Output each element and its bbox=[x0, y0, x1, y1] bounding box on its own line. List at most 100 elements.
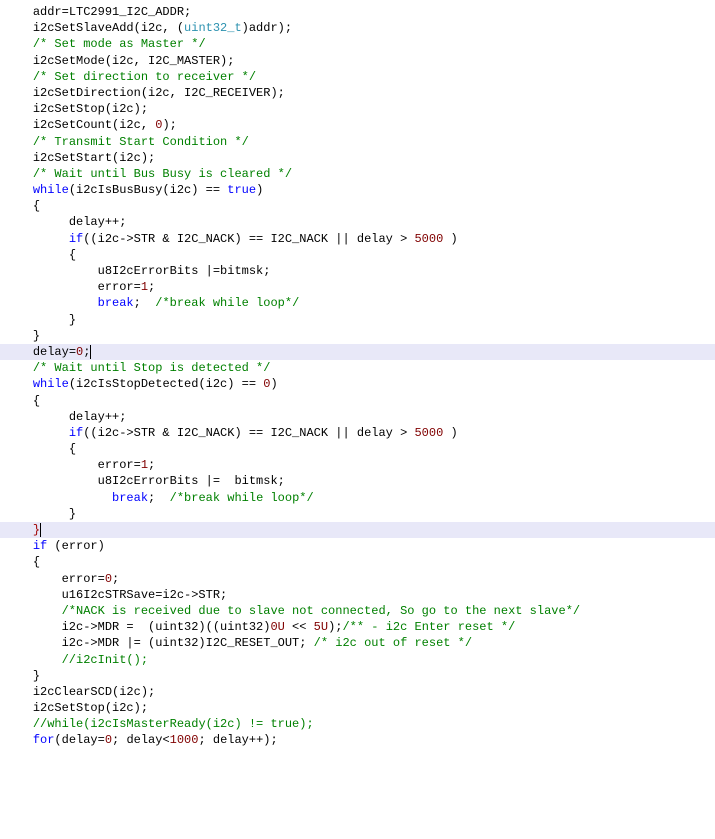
code-editor[interactable]: addr=LTC2991_I2C_ADDR; i2cSetSlaveAdd(i2… bbox=[0, 4, 715, 749]
token-plain: ) bbox=[443, 232, 457, 246]
token-kw: while bbox=[33, 377, 69, 391]
token-num: 1000 bbox=[170, 733, 199, 747]
code-line[interactable]: { bbox=[0, 554, 715, 570]
token-plain: ; bbox=[148, 280, 155, 294]
code-line[interactable]: i2c->MDR |= (uint32)I2C_RESET_OUT; /* i2… bbox=[0, 635, 715, 651]
token-kw: if bbox=[33, 539, 47, 553]
token-plain: ); bbox=[162, 118, 176, 132]
code-line[interactable]: error=1; bbox=[0, 457, 715, 473]
code-line[interactable]: { bbox=[0, 198, 715, 214]
code-line[interactable]: addr=LTC2991_I2C_ADDR; bbox=[0, 4, 715, 20]
code-line[interactable]: while(i2cIsStopDetected(i2c) == 0) bbox=[0, 376, 715, 392]
token-plain: u16I2cSTRSave=i2c->STR; bbox=[62, 588, 228, 602]
token-plain: ); bbox=[328, 620, 342, 634]
code-line[interactable]: error=1; bbox=[0, 279, 715, 295]
token-plain: << bbox=[285, 620, 314, 634]
code-line[interactable]: error=0; bbox=[0, 571, 715, 587]
token-kw: while bbox=[33, 183, 69, 197]
code-line[interactable]: u8I2cErrorBits |=bitmsk; bbox=[0, 263, 715, 279]
code-line[interactable]: u16I2cSTRSave=i2c->STR; bbox=[0, 587, 715, 603]
token-plain: addr=LTC2991_I2C_ADDR; bbox=[33, 5, 191, 19]
token-plain: error= bbox=[98, 280, 141, 294]
code-line[interactable]: while(i2cIsBusBusy(i2c) == true) bbox=[0, 182, 715, 198]
token-plain: { bbox=[33, 394, 40, 408]
token-comment: /** - i2c Enter reset */ bbox=[342, 620, 515, 634]
token-plain: } bbox=[33, 669, 40, 683]
code-line[interactable]: /*NACK is received due to slave not conn… bbox=[0, 603, 715, 619]
token-plain: delay++; bbox=[69, 410, 127, 424]
token-red: } bbox=[33, 523, 40, 537]
code-line[interactable]: //while(i2cIsMasterReady(i2c) != true); bbox=[0, 716, 715, 732]
token-comment: /*break while loop*/ bbox=[170, 491, 314, 505]
code-line[interactable]: //i2cInit(); bbox=[0, 652, 715, 668]
code-line[interactable]: } bbox=[0, 522, 715, 538]
token-plain: { bbox=[69, 442, 76, 456]
code-line[interactable]: if (error) bbox=[0, 538, 715, 554]
code-line[interactable]: i2cSetSlaveAdd(i2c, (uint32_t)addr); bbox=[0, 20, 715, 36]
code-line[interactable]: { bbox=[0, 441, 715, 457]
token-kw: true bbox=[227, 183, 256, 197]
token-plain: error= bbox=[62, 572, 105, 586]
token-plain: i2c->MDR = (uint32)((uint32) bbox=[62, 620, 271, 634]
token-plain: ; bbox=[134, 296, 156, 310]
code-line[interactable]: delay=0; bbox=[0, 344, 715, 360]
code-line[interactable]: u8I2cErrorBits |= bitmsk; bbox=[0, 473, 715, 489]
token-comment: //while(i2cIsMasterReady(i2c) != true); bbox=[33, 717, 314, 731]
token-num: 5U bbox=[314, 620, 328, 634]
token-plain: delay= bbox=[33, 345, 76, 359]
token-kw: break bbox=[112, 491, 148, 505]
token-plain: u8I2cErrorBits |= bitmsk; bbox=[98, 474, 285, 488]
code-line[interactable]: i2cSetDirection(i2c, I2C_RECEIVER); bbox=[0, 85, 715, 101]
code-line[interactable]: /* Wait until Bus Busy is cleared */ bbox=[0, 166, 715, 182]
code-line[interactable]: } bbox=[0, 328, 715, 344]
code-line[interactable]: i2cSetStop(i2c); bbox=[0, 101, 715, 117]
token-plain: i2cSetStop(i2c); bbox=[33, 701, 148, 715]
token-plain: (delay= bbox=[54, 733, 104, 747]
token-kw: if bbox=[69, 232, 83, 246]
token-plain: delay++; bbox=[69, 215, 127, 229]
code-line[interactable]: i2cClearSCD(i2c); bbox=[0, 684, 715, 700]
token-num: 1 bbox=[141, 280, 148, 294]
token-plain: error= bbox=[98, 458, 141, 472]
token-plain: i2cSetMode(i2c, I2C_MASTER); bbox=[33, 54, 235, 68]
token-num: 1 bbox=[141, 458, 148, 472]
code-line[interactable]: { bbox=[0, 393, 715, 409]
token-comment: /* Wait until Bus Busy is cleared */ bbox=[33, 167, 292, 181]
token-comment: /* i2c out of reset */ bbox=[314, 636, 472, 650]
token-plain: { bbox=[33, 555, 40, 569]
code-line[interactable]: /* Transmit Start Condition */ bbox=[0, 134, 715, 150]
code-line[interactable]: break; /*break while loop*/ bbox=[0, 295, 715, 311]
token-comment: /*NACK is received due to slave not conn… bbox=[62, 604, 580, 618]
code-line[interactable]: i2c->MDR = (uint32)((uint32)0U << 5U);/*… bbox=[0, 619, 715, 635]
token-plain: ; delay< bbox=[112, 733, 170, 747]
code-line[interactable]: } bbox=[0, 668, 715, 684]
code-line[interactable]: { bbox=[0, 247, 715, 263]
token-plain: { bbox=[69, 248, 76, 262]
code-line[interactable]: } bbox=[0, 506, 715, 522]
code-line[interactable]: i2cSetStart(i2c); bbox=[0, 150, 715, 166]
code-line[interactable]: delay++; bbox=[0, 214, 715, 230]
token-comment: /* Set direction to receiver */ bbox=[33, 70, 256, 84]
token-comment: /*break while loop*/ bbox=[155, 296, 299, 310]
code-line[interactable]: i2cSetMode(i2c, I2C_MASTER); bbox=[0, 53, 715, 69]
token-plain: i2cSetSlaveAdd(i2c, ( bbox=[33, 21, 184, 35]
token-plain: } bbox=[69, 313, 76, 327]
code-line[interactable]: } bbox=[0, 312, 715, 328]
code-line[interactable]: /* Set direction to receiver */ bbox=[0, 69, 715, 85]
code-line[interactable]: i2cSetCount(i2c, 0); bbox=[0, 117, 715, 133]
token-plain: } bbox=[69, 507, 76, 521]
code-line[interactable]: delay++; bbox=[0, 409, 715, 425]
code-line[interactable]: i2cSetStop(i2c); bbox=[0, 700, 715, 716]
code-line[interactable]: for(delay=0; delay<1000; delay++); bbox=[0, 732, 715, 748]
code-line[interactable]: break; /*break while loop*/ bbox=[0, 490, 715, 506]
token-plain: (i2cIsBusBusy(i2c) == bbox=[69, 183, 227, 197]
code-line[interactable]: /* Wait until Stop is detected */ bbox=[0, 360, 715, 376]
token-plain: i2cSetDirection(i2c, I2C_RECEIVER); bbox=[33, 86, 285, 100]
code-line[interactable]: /* Set mode as Master */ bbox=[0, 36, 715, 52]
token-plain: (i2cIsStopDetected(i2c) == bbox=[69, 377, 263, 391]
token-comment: //i2cInit(); bbox=[62, 653, 148, 667]
token-plain: ) bbox=[270, 377, 277, 391]
code-line[interactable]: if((i2c->STR & I2C_NACK) == I2C_NACK || … bbox=[0, 231, 715, 247]
code-line[interactable]: if((i2c->STR & I2C_NACK) == I2C_NACK || … bbox=[0, 425, 715, 441]
token-plain: i2cSetCount(i2c, bbox=[33, 118, 155, 132]
